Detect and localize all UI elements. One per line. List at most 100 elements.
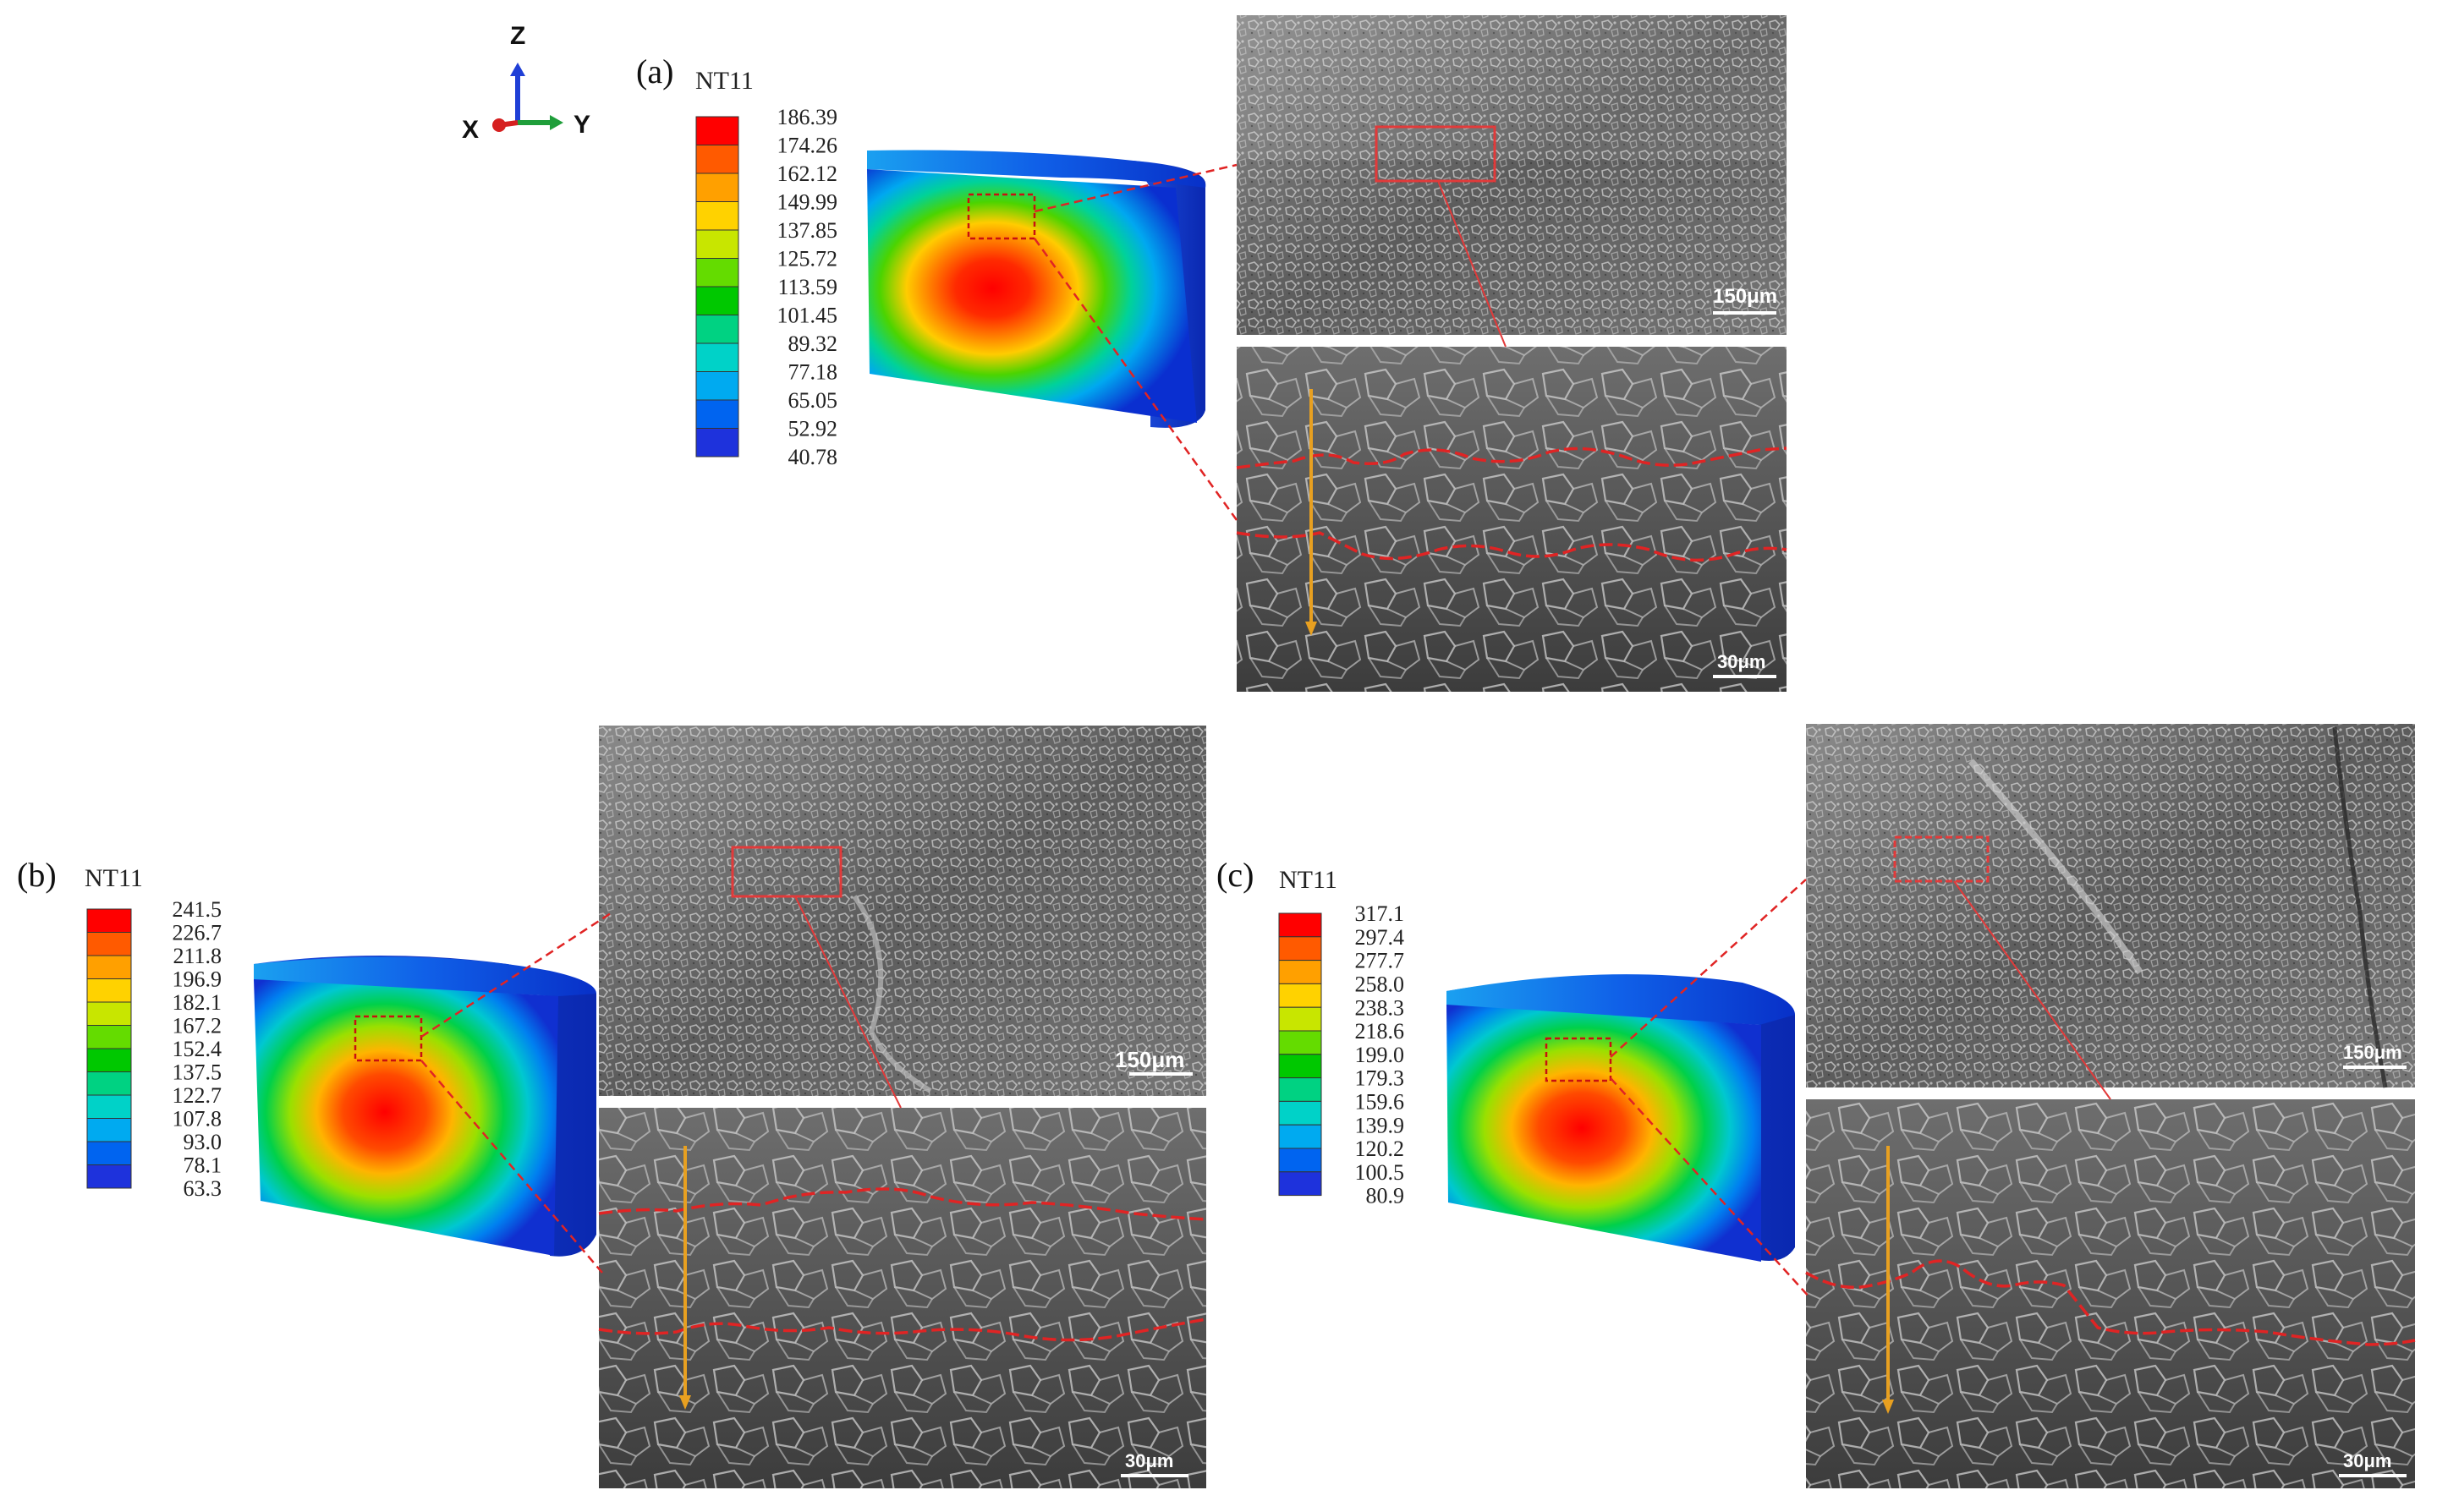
colorbar-swatch [86,1071,132,1096]
colorbar-tick-label: 297.4 [1355,925,1405,950]
x-axis-label: X [462,116,479,144]
panel-c-sem-low: 150μm [1806,724,2415,1088]
colorbar-tick-label: 40.78 [788,445,838,469]
colorbar-tick-label: 159.6 [1355,1090,1405,1115]
panel-b-sem-zoom-box [731,846,843,898]
panel-c-sem-connector [1953,880,2111,1100]
panel-a-colorbar: 186.39 174.26 162.12 149.99 137.85 125.72 113.… [695,105,838,469]
colorbar-swatch [86,978,132,1003]
colorbar-tick-label: 241.5 [173,897,222,922]
colorbar-swatch [695,428,739,457]
panel-b: (b) NT11 241.5226.7211.8196.9182.1167.21… [17,726,1207,1488]
panel-b-scale-label-low: 150μm [1115,1047,1184,1072]
colorbar-swatch [86,1141,132,1165]
colorbar-swatch [695,399,739,429]
colorbar-swatch [86,908,132,933]
colorbar-tick-label: 179.3 [1355,1066,1405,1091]
panel-c-temperature-model [1446,974,1795,1262]
panel-c-sem-zoom-box [1893,835,1990,883]
panel-c-legend-title: NT11 [1279,866,1337,894]
panel-a-connector [1033,238,1238,521]
colorbar-tick-label: 238.3 [1355,995,1405,1020]
colorbar-swatch [86,955,132,979]
colorbar-swatch [695,229,739,259]
colorbar-tick-label: 218.6 [1355,1019,1405,1044]
colorbar-tick-label: 107.8 [173,1107,222,1131]
colorbar-tick-label: 149.99 [777,190,838,215]
colorbar-tick-label: 162.12 [777,162,838,186]
colorbar-swatch [695,371,739,401]
colorbar-swatch [86,1001,132,1026]
panel-c-colorbar: 317.1297.4277.7258.0238.3218.6199.0179.3… [1278,901,1405,1208]
colorbar-tick-label: 125.72 [777,247,838,271]
colorbar-swatch [1278,983,1322,1008]
colorbar-swatch [1278,1100,1322,1126]
panel-b-sem-low: 150μm [599,726,1206,1096]
colorbar-tick-label: 77.18 [788,360,838,385]
colorbar-tick-label: 199.0 [1355,1043,1405,1067]
colorbar-swatch [86,1164,132,1189]
panel-b-scale-label-high: 30μm [1125,1450,1174,1471]
colorbar-tick-label: 100.5 [1355,1160,1405,1185]
panel-b-connector [420,1060,603,1274]
colorbar-tick-label: 186.39 [777,105,838,129]
panel-c-scale-label-high: 30μm [2343,1450,2392,1471]
panel-a-sem-low: 150μm [1237,15,1787,335]
panel-b-zoom-box [354,1015,423,1062]
colorbar-swatch [695,286,739,315]
colorbar-tick-label: 211.8 [173,944,222,968]
panel-a-scale-label-high: 30μm [1717,651,1766,672]
panel-b-sem-connector [794,896,902,1109]
panel-a-sem-zoom-box [1375,125,1496,183]
colorbar-tick-label: 113.59 [777,275,837,299]
colorbar-swatch [1278,1030,1322,1055]
colorbar-tick-label: 139.9 [1355,1113,1405,1137]
colorbar-tick-label: 317.1 [1355,901,1405,926]
y-axis-label: Y [574,111,590,139]
panel-b-legend-title: NT11 [85,864,143,892]
panel-b-colorbar: 241.5226.7211.8196.9182.1167.2152.4137.5… [86,897,222,1201]
colorbar-swatch [1278,1006,1322,1032]
colorbar-tick-label: 258.0 [1355,972,1405,997]
panel-a-sem-high: 30μm [1236,347,1787,692]
colorbar-tick-label: 137.5 [173,1060,222,1085]
panel-a-zoom-box [967,193,1036,240]
axis-triad: Z X Y [462,22,590,144]
colorbar-swatch [1278,960,1322,984]
colorbar-swatch [86,1118,132,1142]
colorbar-swatch [695,315,739,344]
colorbar-swatch [1278,1124,1322,1149]
colorbar-swatch [695,173,739,202]
panel-b-sem-high: 30μm [598,1108,1207,1488]
z-axis-label: Z [510,22,525,50]
colorbar-swatch [695,116,739,145]
panel-a: (a) NT11 186.39174.26162.12149.99137.851… [636,15,1787,692]
colorbar-tick-label: 80.9 [1366,1184,1405,1208]
panel-a-label: (a) [636,52,673,90]
colorbar-swatch [695,145,739,174]
colorbar-tick-label: 93.0 [184,1130,222,1154]
colorbar-swatch [1278,1148,1322,1173]
panel-b-label: (b) [17,856,57,894]
panel-c-label: (c) [1216,856,1254,894]
panel-b-temperature-model [254,956,596,1257]
panel-b-connector [420,912,612,1038]
panel-c-scale-label-low: 150μm [2343,1042,2402,1063]
panel-a-connector [1034,163,1238,213]
panel-a-sem-connector [1437,180,1507,348]
panel-c-connector [1610,879,1807,1058]
colorbar-swatch [86,1094,132,1119]
colorbar-swatch [1278,936,1322,961]
colorbar-tick-label: 167.2 [173,1014,222,1038]
colorbar-tick-label: 120.2 [1355,1137,1405,1161]
panel-c-sem-high: 30μm [1805,1099,2416,1488]
colorbar-tick-label: 78.1 [184,1153,222,1178]
colorbar-swatch [695,258,739,288]
colorbar-tick-label: 137.85 [777,218,838,243]
colorbar-swatch [1278,1077,1322,1102]
colorbar-tick-label: 89.32 [788,331,838,356]
colorbar-tick-label: 65.05 [788,388,838,413]
colorbar-swatch [1278,912,1322,938]
colorbar-swatch [695,342,739,372]
